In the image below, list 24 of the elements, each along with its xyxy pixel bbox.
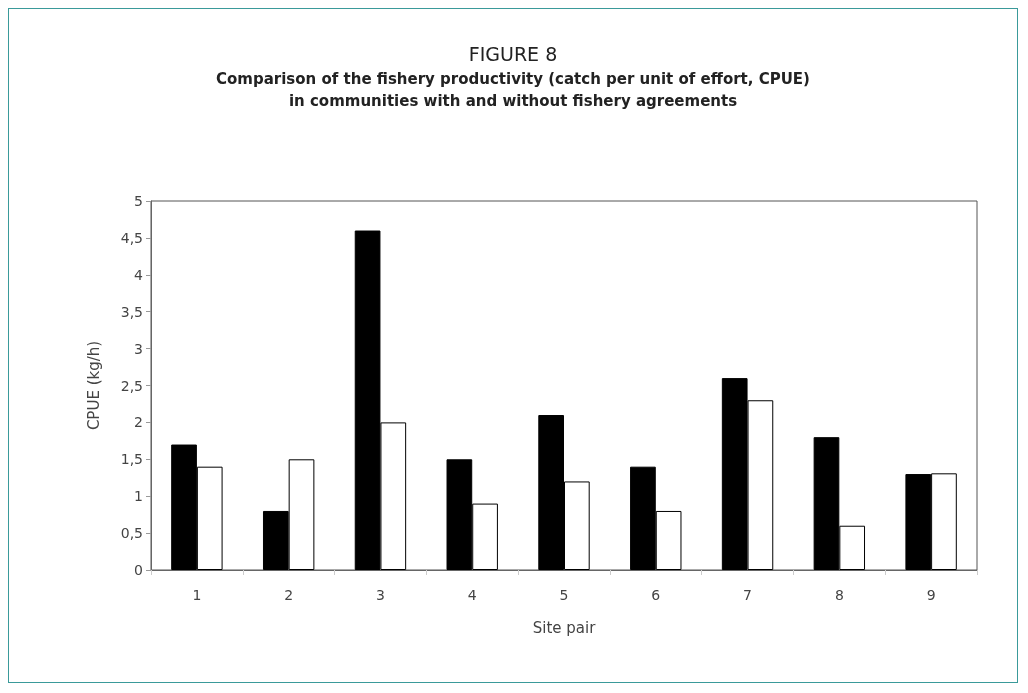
y-tick-label: 5 — [134, 193, 143, 209]
y-axis-title: CPUE (kg/h) — [84, 340, 103, 431]
x-tick-label: 1 — [192, 587, 202, 603]
y-tick-label: 4,5 — [120, 229, 143, 246]
chart-title: FIGURE 8 — [468, 42, 558, 65]
y-tick-label: 1 — [134, 488, 143, 505]
x-tick-label: 8 — [834, 587, 844, 603]
y-tick-label: 0,5 — [120, 525, 143, 542]
x-tick-label: 4 — [467, 587, 477, 603]
x-tick-label: 5 — [559, 587, 569, 603]
x-tick-label: 6 — [651, 587, 661, 603]
x-axis-title: Site pair — [532, 618, 597, 637]
x-tick-label: 9 — [926, 587, 936, 603]
x-tick-label: 2 — [284, 587, 294, 603]
x-tick-label: 3 — [375, 587, 385, 603]
x-tick-label: 7 — [743, 587, 753, 603]
y-tick-label: 3 — [134, 340, 143, 357]
y-tick-label: 2,5 — [120, 377, 143, 394]
y-tick-label: 1,5 — [120, 451, 143, 468]
chart-subtitle: Comparison of the fishery productivity (catch per unit of effort, CPUE) in communities with and without fishery agreements — [216, 70, 810, 110]
y-tick-label: 2 — [134, 414, 143, 431]
y-tick-label: 3,5 — [120, 303, 143, 320]
y-tick-label: 4 — [134, 266, 144, 283]
y-tick-label: 0 — [134, 562, 143, 578]
